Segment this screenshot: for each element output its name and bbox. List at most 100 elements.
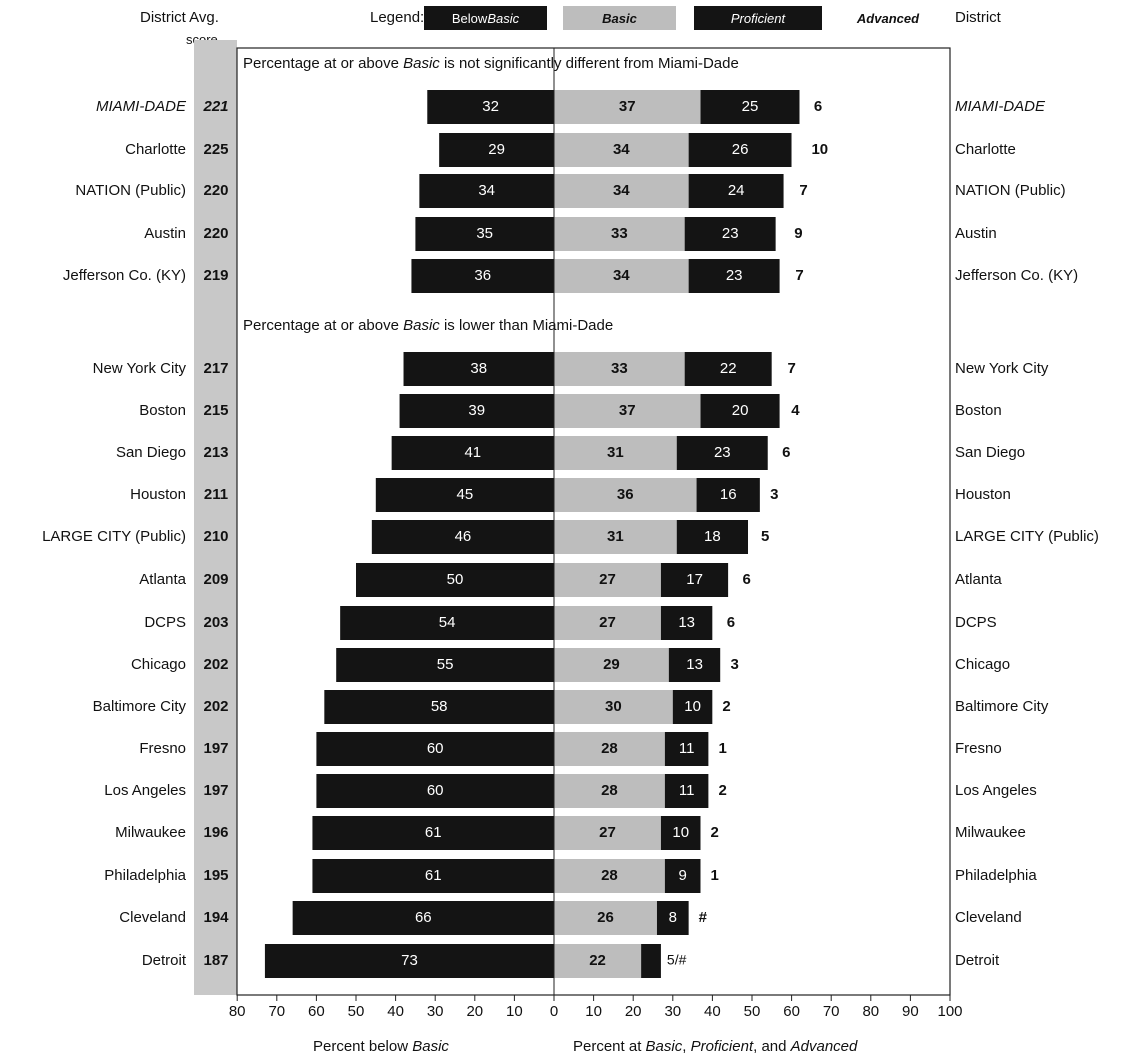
district-label-right: San Diego (955, 444, 1025, 461)
x-tick-label-right: 80 (862, 1003, 879, 1020)
bar-proficient (664, 732, 709, 766)
bar-proficient (668, 648, 721, 682)
label-basic: 37 (619, 402, 636, 419)
district-label-left: Houston (130, 486, 186, 503)
x-axis-title-left-part: Percent below (313, 1038, 412, 1055)
bar-basic (554, 436, 677, 470)
label-basic: 34 (613, 267, 630, 284)
district-label-left: Baltimore City (93, 698, 187, 715)
x-tick-label-left: 80 (229, 1003, 246, 1020)
label-basic: 34 (613, 182, 630, 199)
avg-score: 217 (203, 360, 228, 377)
avg-score: 211 (204, 486, 228, 503)
label-advanced: 2 (711, 824, 719, 841)
bar-proficient (676, 436, 768, 470)
district-label-left: Cleveland (119, 909, 186, 926)
label-advanced: 6 (727, 614, 735, 631)
label-basic: 33 (611, 360, 628, 377)
bar-below-basic (439, 133, 554, 167)
avg-score: 203 (203, 614, 228, 631)
bar-proficient (660, 816, 701, 850)
label-below-basic: 39 (468, 402, 485, 419)
x-tick-label-right: 50 (744, 1003, 761, 1020)
label-below-basic: 55 (437, 656, 454, 673)
x-tick-label-right: 30 (664, 1003, 681, 1020)
label-advanced: 3 (730, 656, 738, 673)
bar-basic (554, 217, 685, 251)
group-title-part: is not significantly different from Miam… (440, 55, 739, 72)
label-below-basic: 50 (447, 571, 464, 588)
district-label-left: Boston (139, 402, 186, 419)
legend-advanced-label: Advanced (856, 10, 920, 26)
district-label-right: Detroit (955, 952, 1000, 969)
district-label-left: Philadelphia (104, 867, 186, 884)
bar-below-basic (403, 352, 554, 386)
bar-basic (554, 648, 669, 682)
bar-proficient (672, 690, 713, 724)
label-basic: 31 (607, 444, 624, 461)
label-basic: 36 (617, 486, 634, 503)
label-below-basic: 61 (425, 824, 442, 841)
bar-below-basic (264, 944, 554, 978)
label-proficient: 10 (672, 824, 689, 841)
district-label-left: Los Angeles (104, 782, 186, 799)
avg-score: 197 (203, 782, 228, 799)
label-advanced: 7 (788, 360, 796, 377)
bar-proficient (676, 520, 749, 554)
avg-score: 215 (203, 402, 228, 419)
district-label-left: Atlanta (139, 571, 186, 588)
bar-below-basic (336, 648, 554, 682)
x-axis-title-right-part: Proficient (691, 1038, 754, 1055)
district-label-right: Los Angeles (955, 782, 1037, 799)
bar-basic (554, 259, 689, 293)
x-axis-title-right-part: , and (753, 1038, 791, 1055)
x-axis-title-right-part: , (682, 1038, 690, 1055)
avg-score: 196 (203, 824, 228, 841)
x-axis-title-left: Percent below Basic (313, 1038, 449, 1055)
label-below-basic: 41 (464, 444, 481, 461)
label-advanced: 6 (782, 444, 790, 461)
avg-score: 195 (203, 867, 228, 884)
label-advanced: 2 (718, 782, 726, 799)
label-advanced: 1 (711, 867, 719, 884)
bar-below-basic (340, 606, 554, 640)
bar-proficient (641, 944, 661, 978)
bar-advanced (767, 436, 792, 470)
bar-advanced (779, 394, 796, 428)
bar-below-basic (411, 259, 554, 293)
bar-below-basic (324, 690, 554, 724)
header-district-right: District (955, 9, 1001, 26)
bar-advanced (708, 732, 713, 766)
bar-proficient (700, 90, 800, 124)
label-proficient-advanced: 5/# (667, 952, 687, 968)
bar-below-basic (292, 901, 554, 935)
label-below-basic: 66 (415, 909, 432, 926)
label-proficient: 22 (720, 360, 737, 377)
label-basic: 22 (589, 952, 606, 969)
label-proficient: 23 (726, 267, 743, 284)
district-label-right: LARGE CITY (Public) (955, 528, 1099, 545)
avg-score: 210 (203, 528, 228, 545)
group-title-part: is lower than Miami-Dade (440, 317, 613, 334)
x-axis-title-right-part: Advanced (790, 1038, 858, 1055)
district-label-right: Cleveland (955, 909, 1022, 926)
x-tick-label-left: 20 (466, 1003, 483, 1020)
label-advanced: 7 (799, 182, 807, 199)
legend-label: Legend: (370, 9, 425, 26)
bar-basic (554, 133, 689, 167)
group-title: Percentage at or above Basic is not sign… (243, 55, 739, 72)
bar-basic (554, 174, 689, 208)
district-label-right: Philadelphia (955, 867, 1037, 884)
label-advanced: 4 (791, 402, 800, 419)
bar-below-basic (391, 436, 554, 470)
label-below-basic: 38 (470, 360, 487, 377)
bar-proficient (688, 133, 792, 167)
label-basic: 28 (601, 867, 618, 884)
label-proficient: 11 (679, 740, 695, 757)
bar-basic (554, 478, 697, 512)
bar-proficient (700, 394, 780, 428)
district-label-right: Atlanta (955, 571, 1002, 588)
district-label-right: Baltimore City (955, 698, 1049, 715)
label-below-basic: 32 (482, 98, 499, 115)
label-basic: 28 (601, 782, 618, 799)
